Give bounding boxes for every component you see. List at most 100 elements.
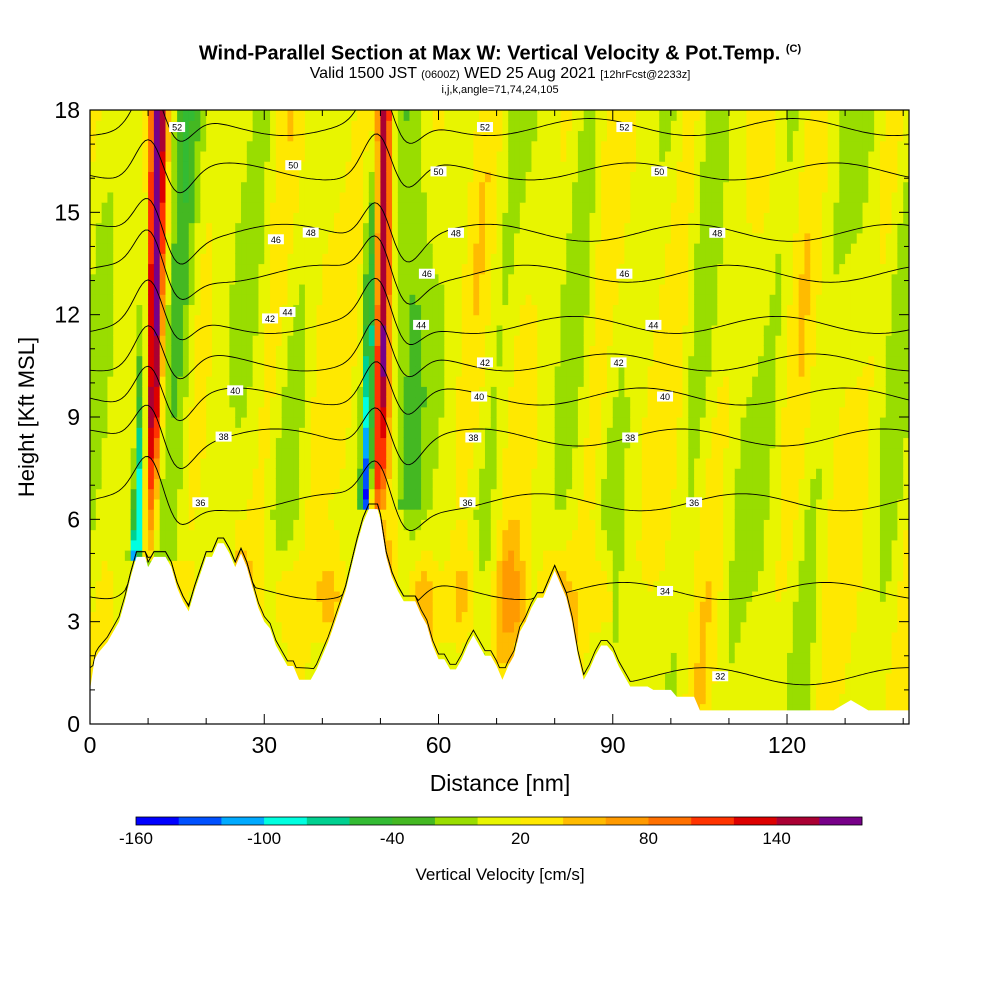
- theta-contour-48: [90, 198, 909, 265]
- theta-label-bg-52-1: [476, 122, 493, 133]
- y-tick-label: 15: [54, 199, 80, 225]
- theta-label-bg-48-2: [709, 227, 726, 238]
- theta-contour-40: [90, 361, 909, 422]
- theta-label-bg-38-1: [465, 432, 482, 443]
- theta-contour-50: [90, 133, 909, 194]
- colorbar-tick-label: -160: [119, 829, 153, 848]
- theta-label-bg-50-1: [430, 166, 447, 177]
- forecast-info: [12hrFcst@2233z]: [600, 68, 691, 81]
- colorbar-swatch: [392, 817, 436, 825]
- colorbar-tick-label: 140: [762, 829, 790, 848]
- theta-contour-42: [90, 319, 909, 380]
- theta-label-50: 50: [434, 167, 444, 177]
- theta-label-bg-38-2: [622, 432, 639, 443]
- theta-label-40: 40: [230, 386, 240, 396]
- theta-label-52: 52: [172, 123, 182, 133]
- x-tick-label: 0: [84, 732, 97, 758]
- colorbar-swatch: [605, 817, 649, 825]
- theta-label-bg-36-1: [459, 497, 476, 508]
- theta-label-bg-44-2: [645, 319, 662, 330]
- y-tick-label: 18: [54, 97, 80, 123]
- theta-label-46: 46: [422, 269, 432, 279]
- theta-label-bg-42-0: [262, 313, 279, 324]
- theta-label-46: 46: [271, 235, 281, 245]
- theta-label-bg-42-1: [476, 357, 493, 368]
- theta-label-52: 52: [480, 123, 490, 133]
- colorbar-swatch: [819, 817, 863, 825]
- theta-label-36: 36: [463, 498, 473, 508]
- x-tick-label: 60: [426, 732, 452, 758]
- theta-label-bg-36-0: [192, 497, 209, 508]
- colorbar-swatch: [349, 817, 393, 825]
- theta-label-bg-46-1: [418, 268, 435, 279]
- theta-label-bg-42-2: [610, 357, 627, 368]
- theta-label-bg-52-0: [169, 122, 186, 133]
- terrain-profile: [90, 509, 909, 724]
- utc-time: (0600Z): [421, 68, 460, 81]
- theta-contour-52: [90, 110, 909, 144]
- theta-label-48: 48: [306, 228, 316, 238]
- theta-label-bg-40-2: [657, 391, 674, 402]
- theta-contour-46: [90, 229, 909, 305]
- colorbar-swatch: [178, 817, 222, 825]
- x-axis-label: Distance [nm]: [430, 770, 571, 796]
- chart-title-block: Wind-Parallel Section at Max W: Vertical…: [0, 38, 1000, 96]
- theta-label-50: 50: [288, 161, 298, 171]
- chart-title-suffix: (C): [785, 43, 802, 55]
- theta-label-42: 42: [614, 358, 624, 368]
- chart-title-text: Wind-Parallel Section at Max W: Vertical…: [198, 42, 781, 65]
- colorbar-frame: [135, 816, 863, 826]
- theta-contour-34: [90, 503, 909, 606]
- section-indices: i,j,k,angle=71,74,24,105: [441, 83, 559, 96]
- y-tick-label: 9: [67, 404, 80, 430]
- theta-label-42: 42: [265, 314, 275, 324]
- colorbar-swatch: [733, 817, 777, 825]
- terrain-mask: [90, 509, 909, 724]
- colorbar-swatch: [648, 817, 692, 825]
- colorbar-label: Vertical Velocity [cm/s]: [415, 865, 584, 884]
- theta-label-bg-38-0: [215, 431, 232, 442]
- x-tick-label: 90: [600, 732, 626, 758]
- theta-label-50: 50: [654, 167, 664, 177]
- colorbar-swatch: [306, 817, 350, 825]
- colorbar-swatch: [477, 817, 521, 825]
- theta-label-44: 44: [416, 320, 426, 330]
- colorbar-tick-label: 20: [511, 829, 530, 848]
- colorbar-swatch: [264, 817, 308, 825]
- theta-label-36: 36: [195, 498, 205, 508]
- theta-label-38: 38: [468, 433, 478, 443]
- theta-label-bg-50-0: [285, 160, 302, 171]
- colorbar-swatch: [221, 817, 265, 825]
- theta-label-bg-40-0: [227, 385, 244, 396]
- theta-label-52: 52: [619, 123, 629, 133]
- theta-label-bg-44-0: [279, 306, 296, 317]
- theta-label-bg-48-0: [302, 227, 319, 238]
- potential-temperature-contours: 32 34 36 36 36 38 38 38 40 40 40 42 42 42 44 44 44 46 46 46…: [90, 110, 909, 686]
- theta-contour-36: [90, 456, 909, 531]
- colorbar-swatch: [136, 817, 180, 825]
- theta-label-44: 44: [648, 320, 658, 330]
- y-tick-label: 6: [67, 506, 80, 532]
- y-tick-label: 3: [67, 609, 80, 635]
- theta-label-38: 38: [625, 433, 635, 443]
- x-tick-label: 120: [768, 732, 806, 758]
- theta-label-bg-40-1: [471, 391, 488, 402]
- theta-contour-44: [90, 277, 909, 345]
- colorbar-tick-label: -100: [247, 829, 281, 848]
- theta-label-32: 32: [715, 672, 725, 682]
- theta-label-bg-44-1: [413, 319, 430, 330]
- theta-label-48: 48: [451, 228, 461, 238]
- theta-label-bg-36-2: [686, 497, 703, 508]
- theta-label-40: 40: [474, 392, 484, 402]
- colorbar-swatch: [520, 817, 564, 825]
- theta-label-34: 34: [660, 586, 670, 596]
- theta-label-42: 42: [480, 358, 490, 368]
- theta-label-48: 48: [712, 228, 722, 238]
- colorbar: -160 -100 -40 20 80 140: [119, 816, 863, 848]
- theta-label-bg-46-2: [616, 268, 633, 279]
- theta-label-bg-50-2: [651, 166, 668, 177]
- colorbar-swatch: [776, 817, 820, 825]
- colorbar-swatch: [434, 817, 478, 825]
